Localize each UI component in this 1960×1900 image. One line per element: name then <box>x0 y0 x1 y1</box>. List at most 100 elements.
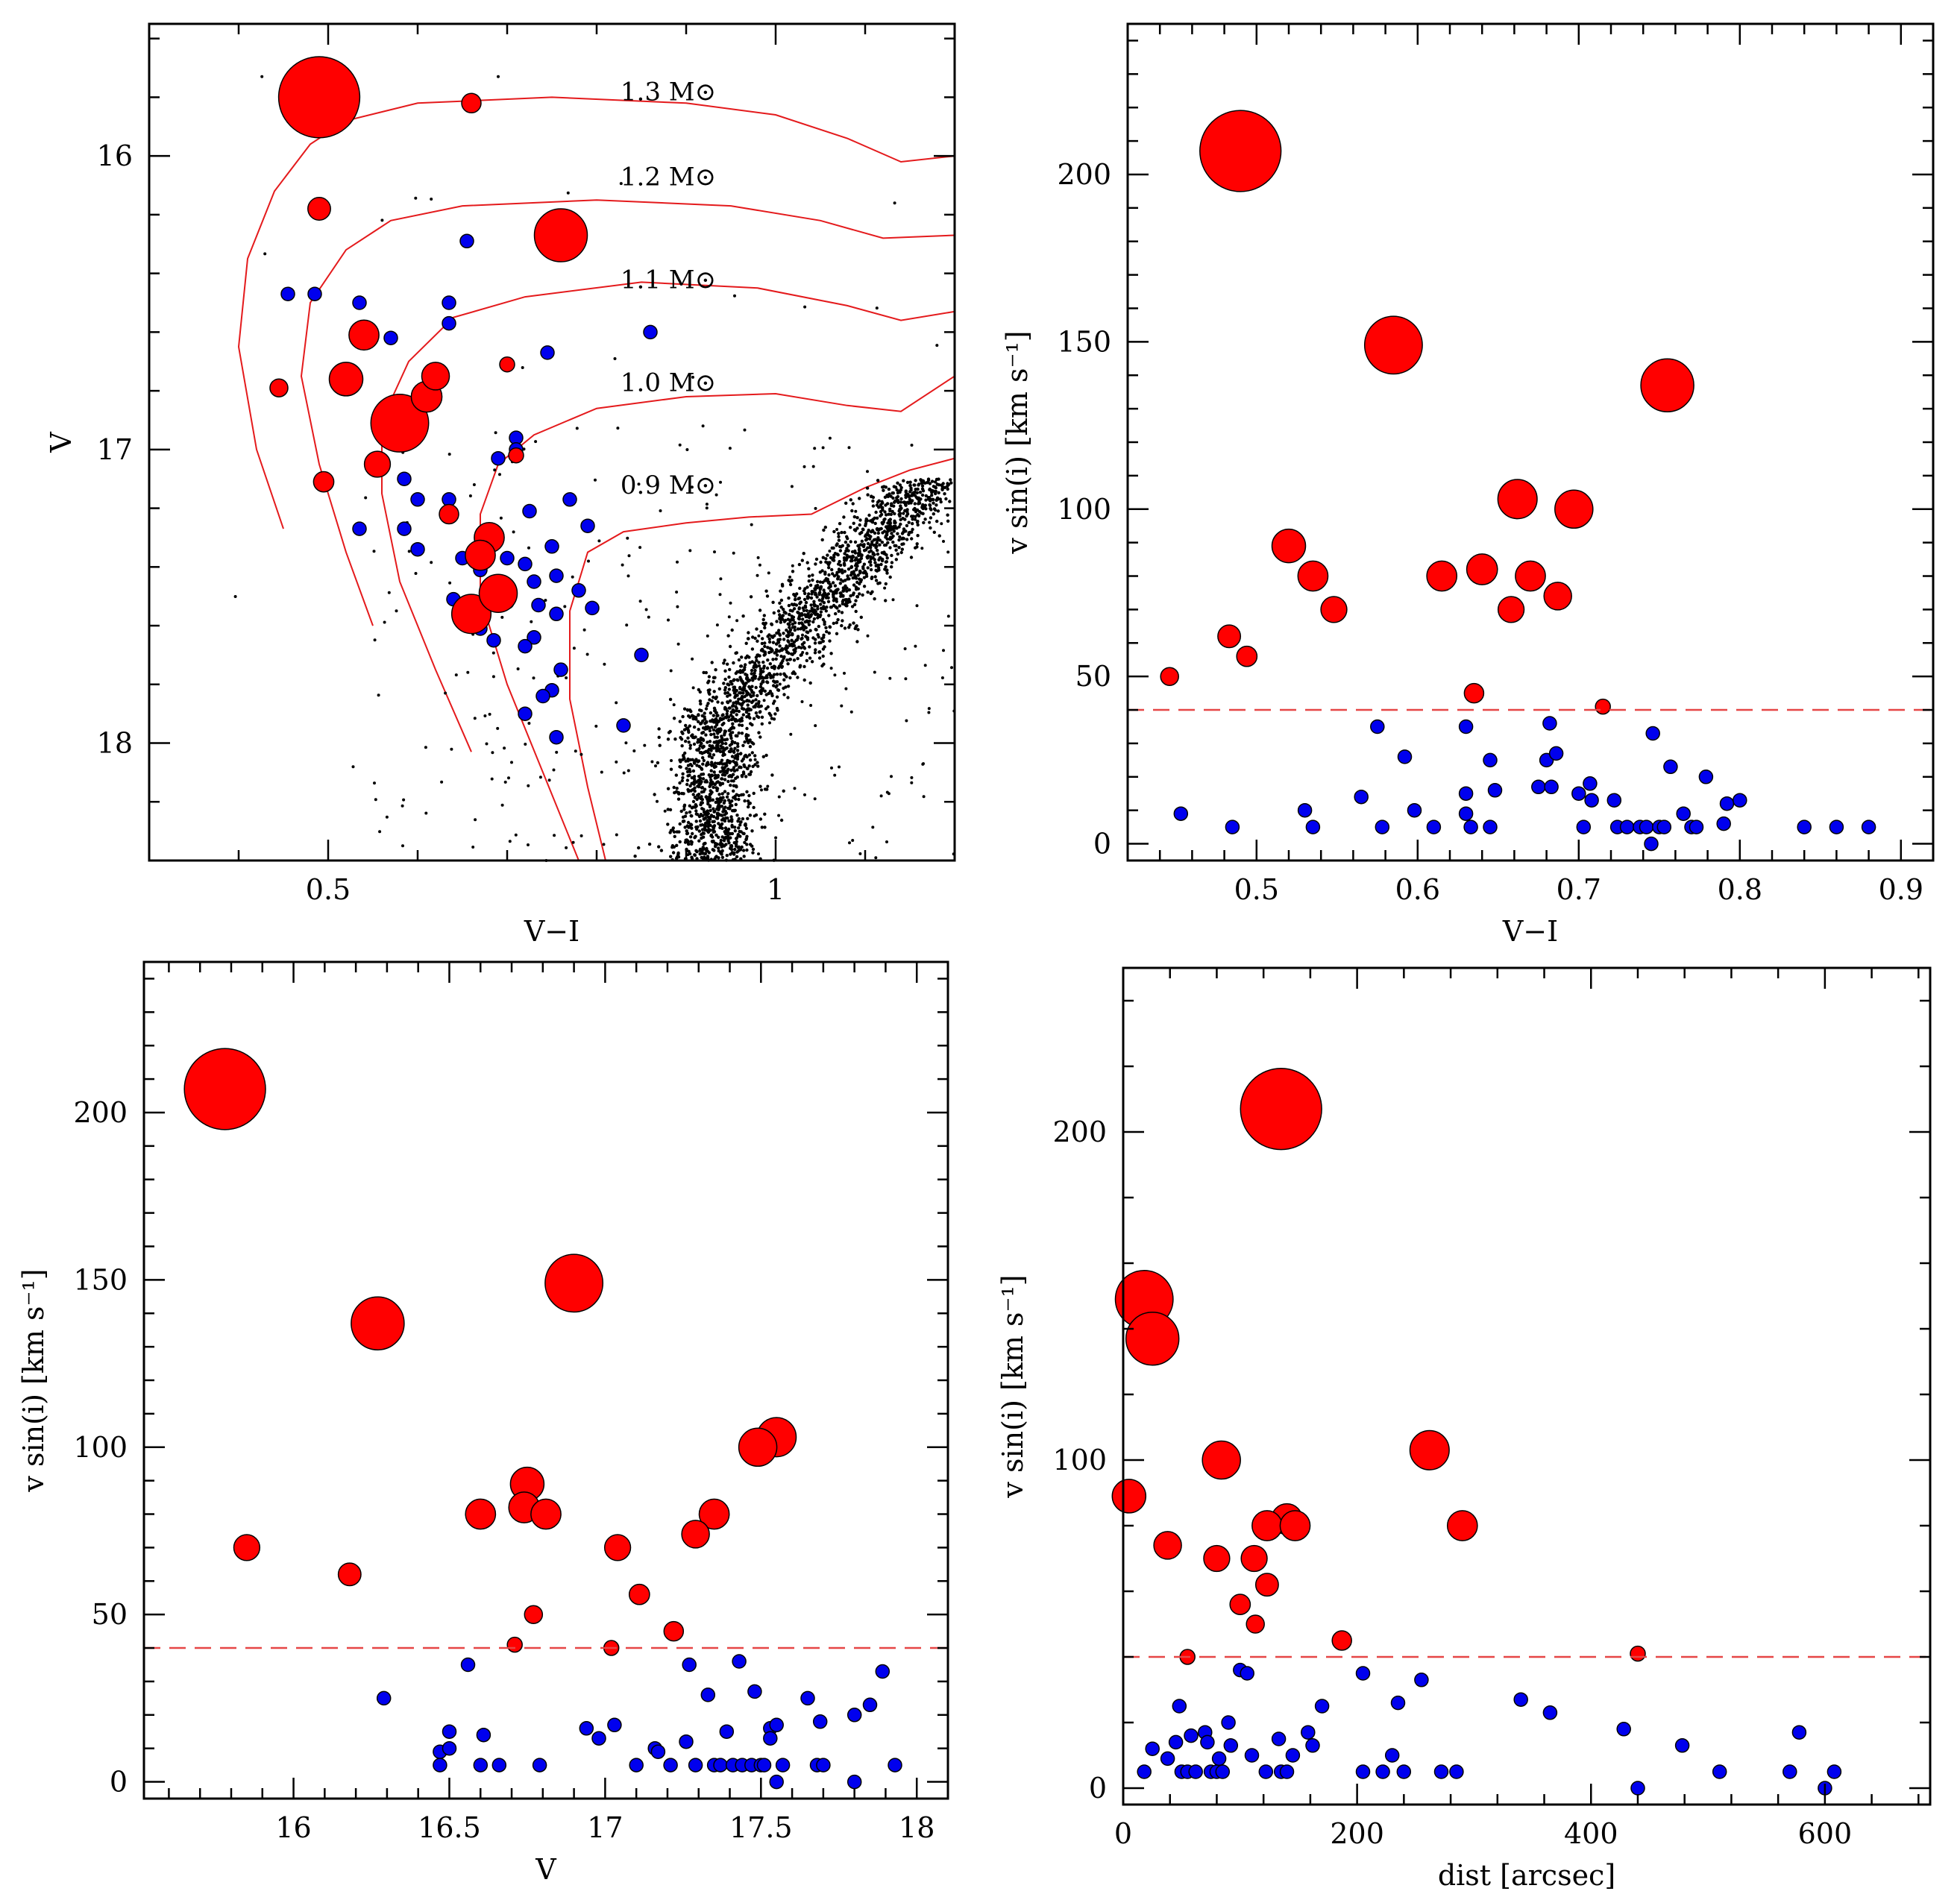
field-star <box>916 523 920 527</box>
field-star <box>712 746 715 750</box>
field-star <box>859 554 864 558</box>
field-star <box>816 607 820 611</box>
field-star <box>832 621 836 626</box>
field-star <box>833 584 838 588</box>
field-star <box>915 604 919 608</box>
field-star <box>869 494 873 499</box>
slow-rotator-point <box>607 1717 622 1733</box>
field-star <box>494 431 497 435</box>
field-star <box>884 582 888 586</box>
field-star <box>753 636 757 641</box>
field-star <box>712 785 715 790</box>
field-star <box>813 641 817 645</box>
field-star <box>800 559 805 562</box>
fast-rotator-point <box>628 1583 650 1605</box>
field-star <box>920 493 925 497</box>
field-star <box>767 640 772 644</box>
field-star <box>565 846 568 849</box>
field-star <box>666 822 670 826</box>
field-star <box>776 609 781 613</box>
field-star <box>712 728 716 732</box>
field-star <box>766 784 770 788</box>
field-star <box>717 719 721 723</box>
fast-rotator-point <box>1466 553 1498 585</box>
field-star <box>728 743 732 747</box>
field-star <box>704 725 708 729</box>
field-star <box>814 648 817 652</box>
fast-rotator-point <box>1543 582 1572 611</box>
field-star <box>732 661 735 665</box>
field-star <box>879 512 884 517</box>
fast-rotator-point <box>663 1620 685 1642</box>
field-star <box>761 660 765 664</box>
field-star <box>788 658 792 661</box>
fast-rotator-point <box>370 393 430 453</box>
field-star <box>916 497 920 500</box>
field-star <box>698 751 703 755</box>
y-tick-label: 0 <box>110 1766 128 1799</box>
field-star <box>737 817 741 821</box>
fast-rotator-point <box>478 573 518 613</box>
field-star <box>886 541 890 544</box>
field-star <box>690 776 694 780</box>
field-star <box>749 595 753 599</box>
field-star <box>690 842 694 846</box>
field-star <box>811 573 814 577</box>
field-star <box>773 667 776 670</box>
field-star <box>726 700 729 704</box>
field-star <box>757 661 761 664</box>
field-star <box>741 743 745 747</box>
field-star <box>739 752 743 755</box>
field-star <box>856 587 861 591</box>
field-star <box>364 496 368 500</box>
field-star <box>767 672 772 676</box>
field-star <box>726 837 730 841</box>
field-star <box>726 691 729 695</box>
field-star <box>828 639 832 643</box>
field-star <box>676 642 680 646</box>
slow-rotator-point <box>719 1724 735 1739</box>
field-star <box>885 533 889 537</box>
field-star <box>678 720 682 723</box>
field-star <box>852 621 855 625</box>
field-star <box>790 642 794 646</box>
field-star <box>385 815 389 819</box>
field-star <box>817 598 822 602</box>
slow-rotator-point <box>491 450 506 466</box>
field-star <box>514 833 518 837</box>
field-star <box>884 560 888 564</box>
field-star <box>736 744 740 749</box>
field-star <box>707 773 711 777</box>
field-star <box>728 447 732 450</box>
field-star <box>761 666 766 670</box>
field-star <box>803 305 807 309</box>
slow-rotator-point <box>1487 783 1503 798</box>
field-star <box>654 764 657 768</box>
field-star <box>721 713 725 717</box>
field-star <box>744 673 747 676</box>
slow-rotator-point <box>756 1758 772 1772</box>
field-star <box>763 644 767 649</box>
field-star <box>815 595 819 599</box>
field-star <box>753 763 757 767</box>
slow-rotator-point <box>1733 793 1747 808</box>
field-star <box>879 794 883 798</box>
field-star <box>621 563 624 567</box>
field-star <box>876 531 881 535</box>
field-star <box>701 756 705 760</box>
field-star <box>638 546 642 550</box>
slow-rotator-point <box>1616 1722 1631 1737</box>
field-star <box>793 621 797 625</box>
field-star <box>946 550 950 554</box>
slow-rotator-point <box>1576 820 1592 834</box>
slow-rotator-point <box>397 471 412 486</box>
field-star <box>704 764 709 767</box>
field-star <box>915 491 920 494</box>
field-star <box>716 749 720 752</box>
fast-rotator-point <box>1199 110 1282 192</box>
field-star <box>881 485 885 489</box>
field-star <box>263 252 267 256</box>
slow-rotator-point <box>518 556 533 572</box>
field-star <box>685 448 689 451</box>
field-star <box>778 644 782 648</box>
